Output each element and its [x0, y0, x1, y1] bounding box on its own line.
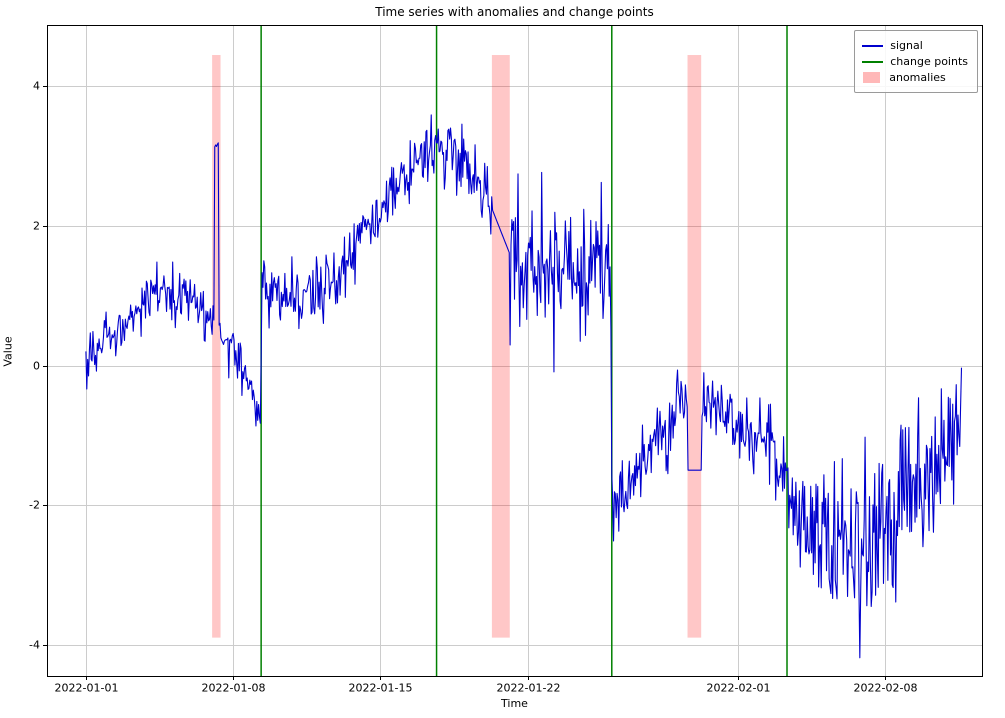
legend-label: change points: [890, 55, 968, 68]
legend-line-swatch: [862, 44, 884, 47]
legend-patch-swatch: [863, 72, 881, 83]
legend: signal change points anomalies: [854, 30, 978, 93]
chart-title: Time series with anomalies and change po…: [375, 5, 654, 19]
y-axis-label: Value: [1, 336, 15, 367]
legend-label: signal: [890, 39, 923, 52]
legend-item: signal: [862, 39, 968, 52]
legend-item: anomalies: [862, 71, 968, 84]
legend-item: change points: [862, 55, 968, 68]
legend-line-swatch: [862, 60, 884, 63]
legend-label: anomalies: [889, 71, 946, 84]
x-axis-label: Time: [501, 697, 528, 710]
